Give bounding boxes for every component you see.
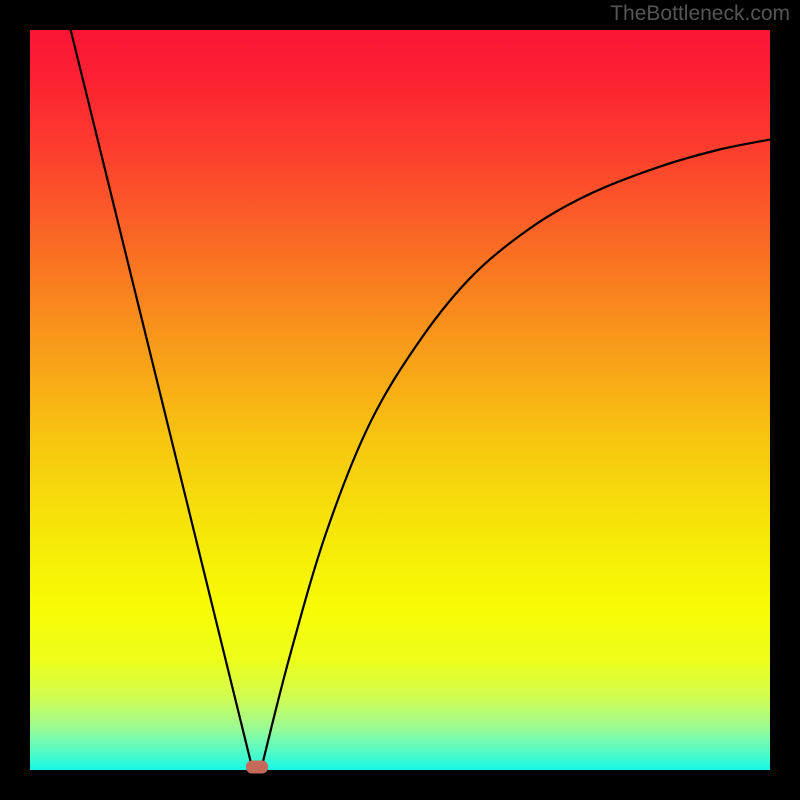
gradient-background (30, 30, 770, 770)
chart-container: TheBottleneck.com (0, 0, 800, 800)
minimum-marker (246, 761, 268, 774)
plot-frame (30, 30, 770, 770)
watermark-text: TheBottleneck.com (610, 2, 790, 26)
